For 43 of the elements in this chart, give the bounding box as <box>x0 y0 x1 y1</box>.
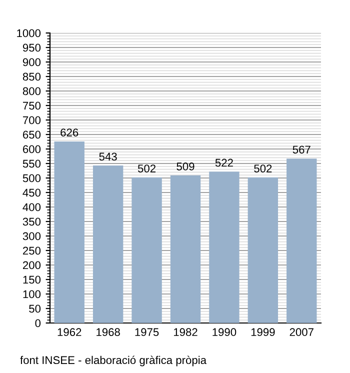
x-tick-label: 1982 <box>174 328 198 336</box>
y-tick-label: 700 <box>23 116 41 124</box>
data-label: 626 <box>60 128 78 136</box>
y-tick-label: 550 <box>22 160 41 168</box>
bar <box>248 177 278 323</box>
y-tick-label: 1000 <box>17 29 41 38</box>
y-tick-label: 950 <box>22 44 41 52</box>
y-tick-label: 750 <box>23 102 41 110</box>
bar <box>132 177 162 323</box>
data-label: 502 <box>254 164 272 172</box>
y-tick-label: 600 <box>23 145 41 154</box>
x-tick-label: 2007 <box>290 328 314 336</box>
data-label: 567 <box>292 146 310 154</box>
x-tick-label: 1999 <box>251 328 275 336</box>
x-tick-label: 1990 <box>212 328 236 336</box>
bar <box>286 158 317 323</box>
x-tick-label: 1968 <box>96 328 120 336</box>
y-tick-label: 350 <box>22 218 41 226</box>
bar <box>54 141 84 323</box>
y-tick-label: 50 <box>29 304 41 313</box>
y-tick-label: 850 <box>22 72 41 81</box>
bar <box>170 175 201 323</box>
y-tick-label: 300 <box>22 232 41 240</box>
y-tick-label: 250 <box>22 246 41 255</box>
data-label: 509 <box>176 162 194 170</box>
data-label: 502 <box>138 164 156 172</box>
y-tick-label: 450 <box>22 188 41 197</box>
y-tick-label: 650 <box>23 130 41 139</box>
x-tick-label: 1975 <box>135 328 159 336</box>
y-tick-label: 0 <box>35 319 41 328</box>
data-label: 522 <box>215 158 233 167</box>
y-tick-label: 500 <box>22 174 41 182</box>
y-tick-label: 400 <box>22 203 41 212</box>
bar <box>209 172 240 323</box>
data-label: 543 <box>99 152 117 161</box>
y-tick-label: 900 <box>22 58 41 66</box>
y-tick-label: 150 <box>23 276 41 284</box>
y-tick-label: 100 <box>23 290 41 298</box>
text: font INSEE - elaboració gràfica pròpia <box>20 356 207 366</box>
bar <box>92 166 124 323</box>
y-tick-label: 200 <box>22 261 41 270</box>
y-tick-label: 800 <box>22 87 41 96</box>
x-tick-label: 1962 <box>58 328 82 336</box>
